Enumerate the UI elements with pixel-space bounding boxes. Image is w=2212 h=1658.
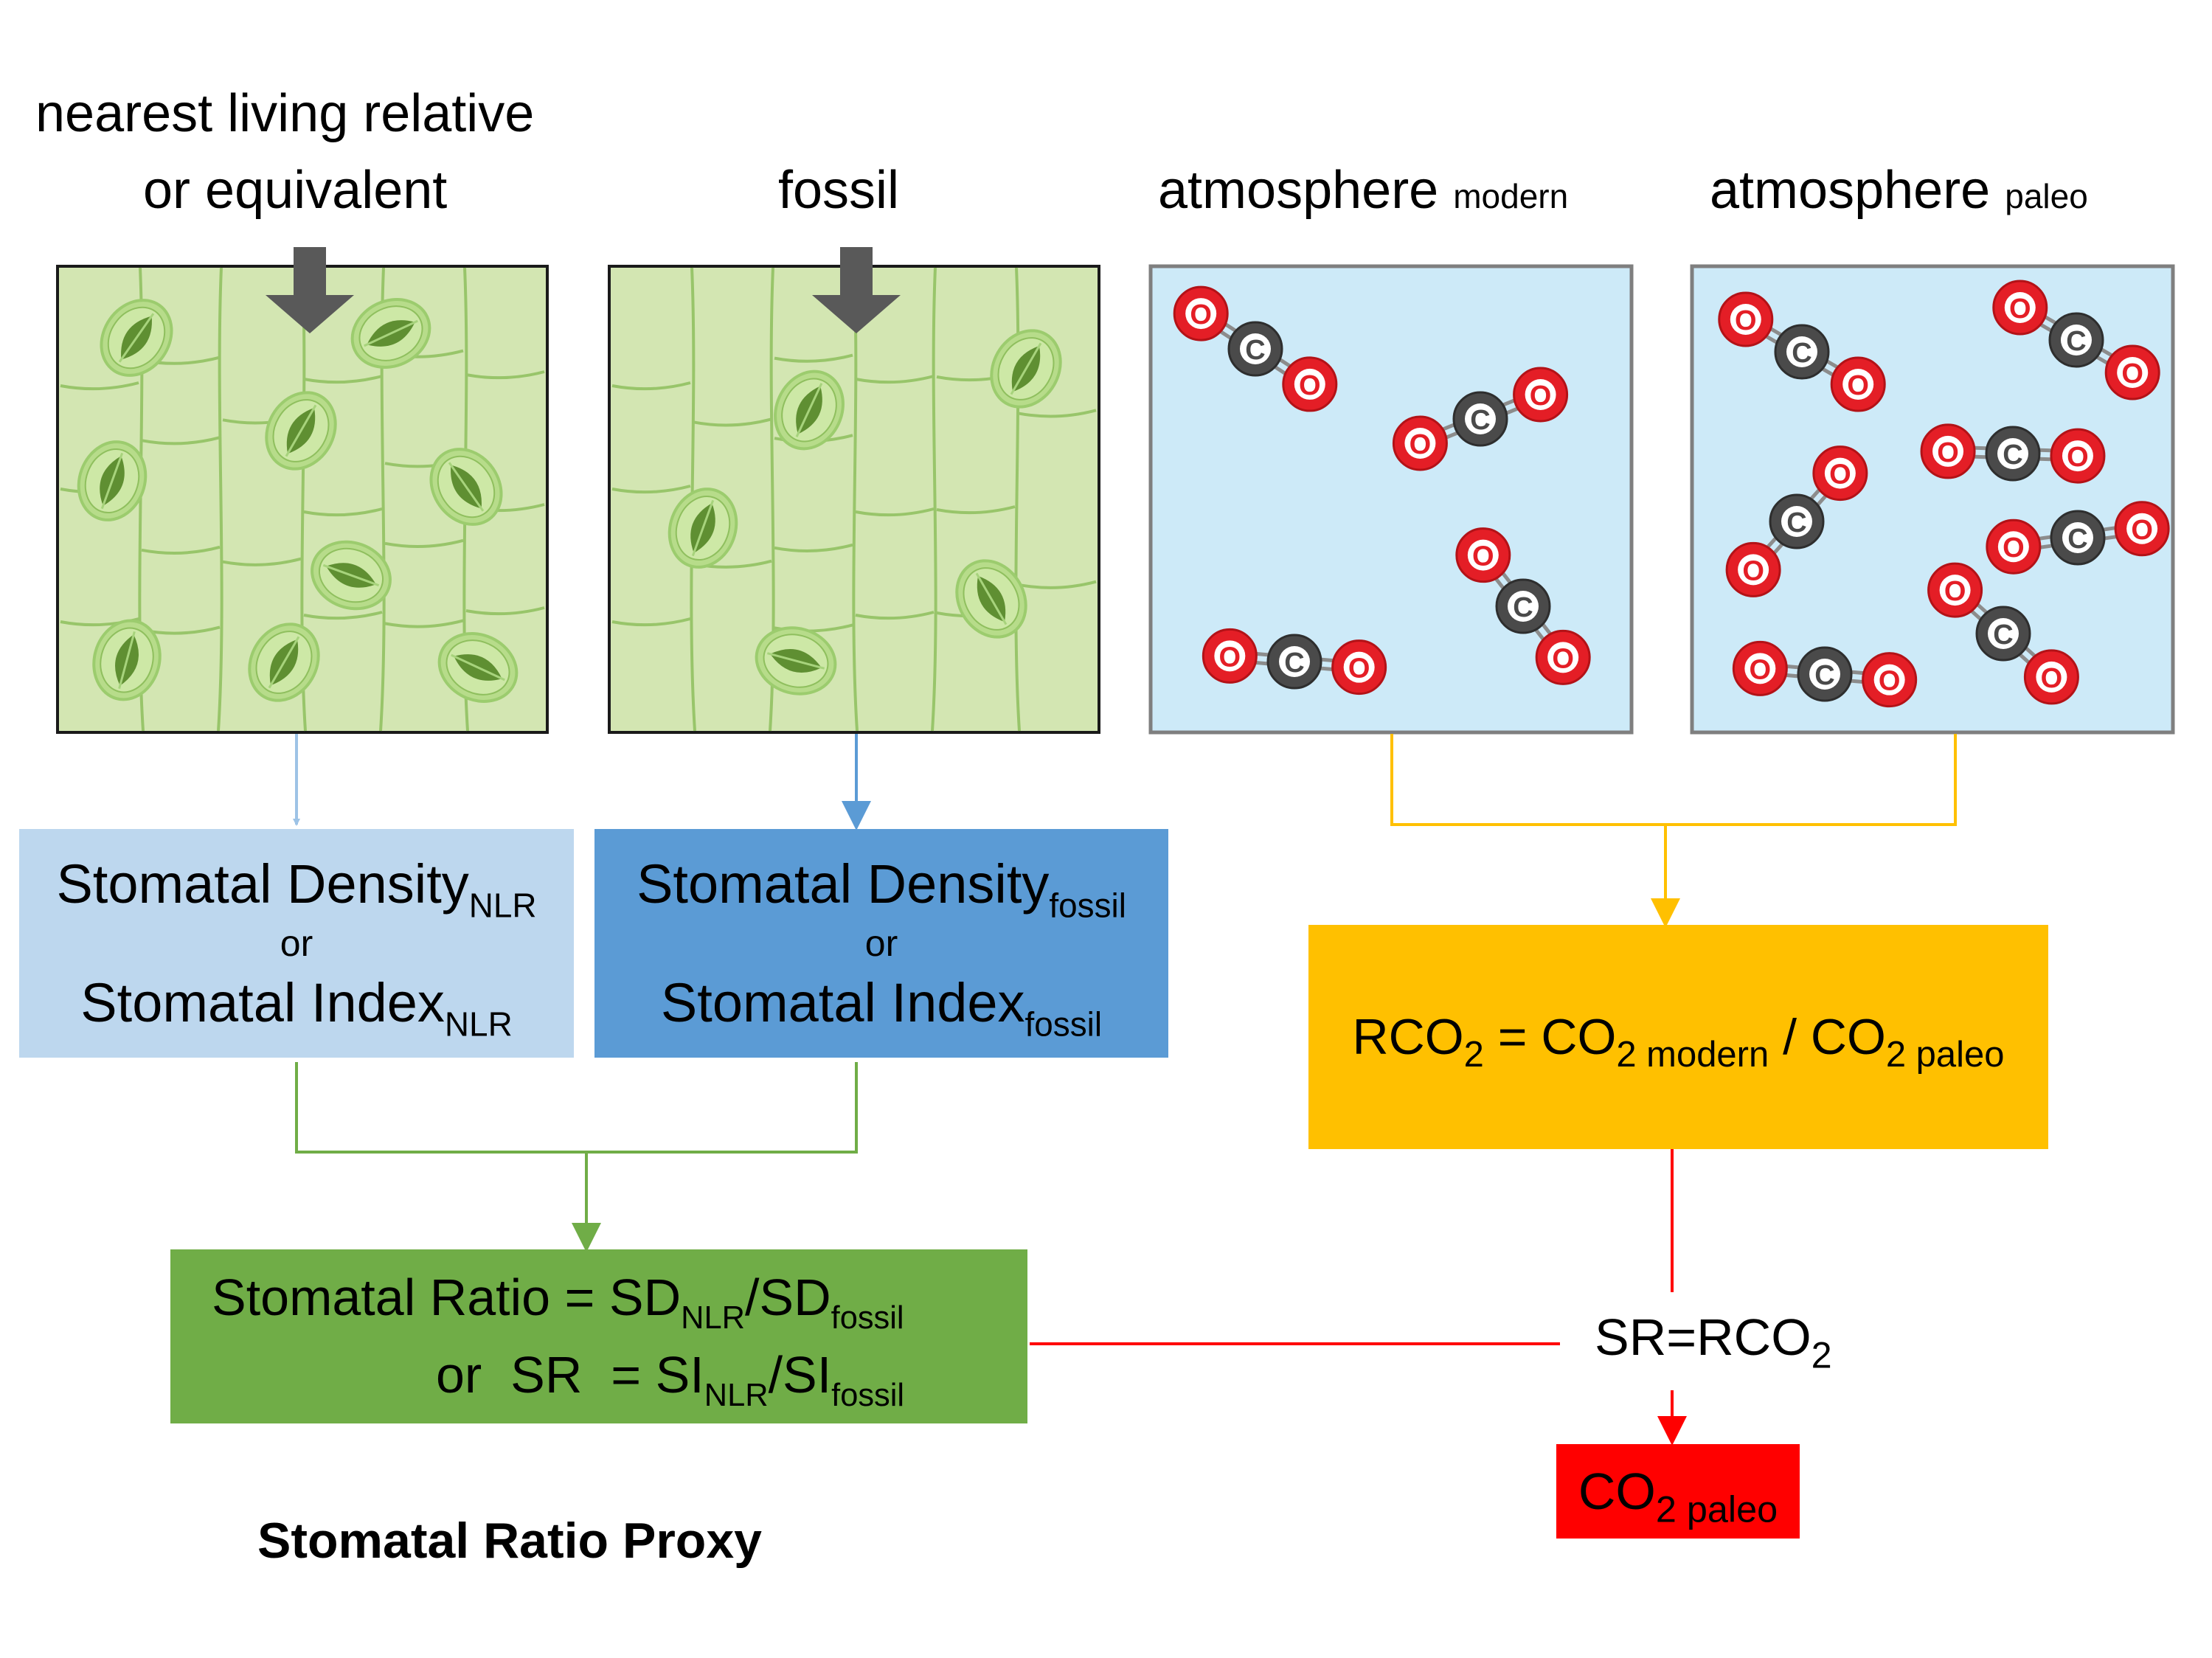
svg-text:C: C xyxy=(1284,648,1304,679)
svg-text:O: O xyxy=(1472,541,1494,572)
stomata-icon xyxy=(955,559,1027,639)
co2-molecule-icon: O O C xyxy=(1992,280,2160,400)
down-arrow-icon xyxy=(812,247,901,333)
stomata-icon xyxy=(755,626,837,696)
svg-text:O: O xyxy=(1219,642,1241,673)
svg-text:C: C xyxy=(2066,326,2086,357)
svg-text:O: O xyxy=(2067,442,2089,473)
stomatal-ratio-sd-line: Stomatal Ratio = SDNLR/SDfossil xyxy=(212,1269,904,1336)
svg-text:O: O xyxy=(1530,381,1552,412)
svg-text:O: O xyxy=(1742,555,1764,586)
svg-text:C: C xyxy=(1814,660,1834,691)
atmosphere-modern-header: atmosphere modern xyxy=(1158,164,1568,217)
stomatal-bracket xyxy=(295,1062,858,1154)
co2-paleo-box: CO2 paleo xyxy=(1556,1444,1800,1539)
stomatal-ratio-box: Stomatal Ratio = SDNLR/SDfossil or SR = … xyxy=(170,1249,1027,1423)
svg-text:C: C xyxy=(2003,440,2022,471)
nlr-or-label: or xyxy=(280,922,313,964)
stomata-icon xyxy=(990,329,1062,409)
stomata-icon xyxy=(265,391,337,471)
nlr-header-line1: nearest living relative xyxy=(35,84,535,143)
svg-text:O: O xyxy=(2041,663,2063,694)
figure-caption: Stomatal Ratio Proxy xyxy=(257,1513,762,1569)
svg-text:O: O xyxy=(1299,370,1321,401)
svg-text:C: C xyxy=(1792,338,1811,369)
nlr-density-line: Stomatal DensityNLR xyxy=(56,853,537,925)
svg-text:O: O xyxy=(1410,429,1432,460)
svg-text:O: O xyxy=(1944,576,1966,607)
stomata-icon xyxy=(100,299,173,377)
svg-text:C: C xyxy=(1470,405,1490,436)
atmosphere-paleo-header: atmosphere paleo xyxy=(1710,164,2088,217)
sr-equals-rco2: SR=RCO2 xyxy=(1590,1311,1837,1373)
atm-bracket xyxy=(1390,734,1957,826)
fossil-measure-box: Stomatal Densityfossil or Stomatal Index… xyxy=(594,829,1168,1058)
co2-molecule-icon: O OC xyxy=(1455,527,1591,685)
fossil-leaf-panel xyxy=(608,247,1100,734)
svg-text:O: O xyxy=(1847,370,1869,401)
fossil-index-line: Stomatal Indexfossil xyxy=(660,971,1103,1043)
svg-text:C: C xyxy=(1993,620,2013,651)
svg-text:O: O xyxy=(1190,299,1212,330)
rco2-equation-box: RCO2 = CO2 modern / CO2 paleo xyxy=(1308,925,2048,1149)
co2-molecule-icon: O OC xyxy=(1725,445,1868,597)
svg-text:O: O xyxy=(2009,294,2031,325)
stomata-icon xyxy=(429,448,503,526)
svg-text:O: O xyxy=(2003,533,2025,563)
svg-text:O: O xyxy=(1348,653,1370,684)
co2-molecule-icon: O O C xyxy=(1718,291,1886,412)
stomata-icon xyxy=(248,622,320,702)
connector-lines xyxy=(293,734,1957,1446)
svg-text:O: O xyxy=(1750,654,1772,685)
atmosphere-modern-sub: modern xyxy=(1453,177,1569,215)
nlr-header-line2: or equivalent xyxy=(143,161,448,220)
svg-text:O: O xyxy=(1829,459,1851,490)
nlr-leaf-panel xyxy=(56,247,549,734)
svg-text:O: O xyxy=(1552,643,1574,674)
stomatal-ratio-si-line: or SR = SINLR/SIfossil xyxy=(436,1346,905,1414)
stomata-icon xyxy=(92,619,162,701)
co2-molecule-icon: O OC xyxy=(1927,562,2079,705)
stomata-icon xyxy=(774,370,845,451)
co2-molecule-icon: O O C xyxy=(1392,367,1569,471)
rco2-equation: RCO2 = CO2 modern / CO2 paleo xyxy=(1352,1008,2005,1075)
stomata-icon xyxy=(311,540,392,611)
fossil-or-label: or xyxy=(864,922,898,964)
svg-text:O: O xyxy=(2131,515,2153,546)
co2-paleo-label: CO2 paleo xyxy=(1578,1462,1778,1530)
svg-text:O: O xyxy=(1735,305,1757,336)
stomata-icon xyxy=(437,632,519,703)
svg-text:C: C xyxy=(1786,507,1806,538)
svg-text:O: O xyxy=(1937,437,1959,468)
co2-molecule-icon: OOC xyxy=(1986,501,2170,575)
co2-molecule-icon: O O C xyxy=(1173,285,1338,412)
svg-text:O: O xyxy=(2121,358,2143,389)
svg-text:O: O xyxy=(1879,666,1901,697)
stomata-icon xyxy=(668,488,738,569)
stomata-icon xyxy=(77,440,148,521)
fossil-header: fossil xyxy=(778,161,900,220)
down-arrow-icon xyxy=(266,247,354,333)
atmosphere-paleo-label: atmosphere xyxy=(1710,161,1991,220)
atmosphere-paleo-sub: paleo xyxy=(2005,177,2088,215)
svg-text:C: C xyxy=(1513,592,1533,623)
stomata-icon xyxy=(350,298,431,369)
atmosphere-modern-label: atmosphere xyxy=(1158,161,1439,220)
svg-text:C: C xyxy=(2067,524,2087,555)
nlr-measure-box: Stomatal DensityNLR or Stomatal IndexNLR xyxy=(19,829,574,1058)
svg-text:C: C xyxy=(1245,335,1265,366)
fossil-density-line: Stomatal Densityfossil xyxy=(637,853,1126,925)
nlr-index-line: Stomatal IndexNLR xyxy=(80,971,513,1043)
